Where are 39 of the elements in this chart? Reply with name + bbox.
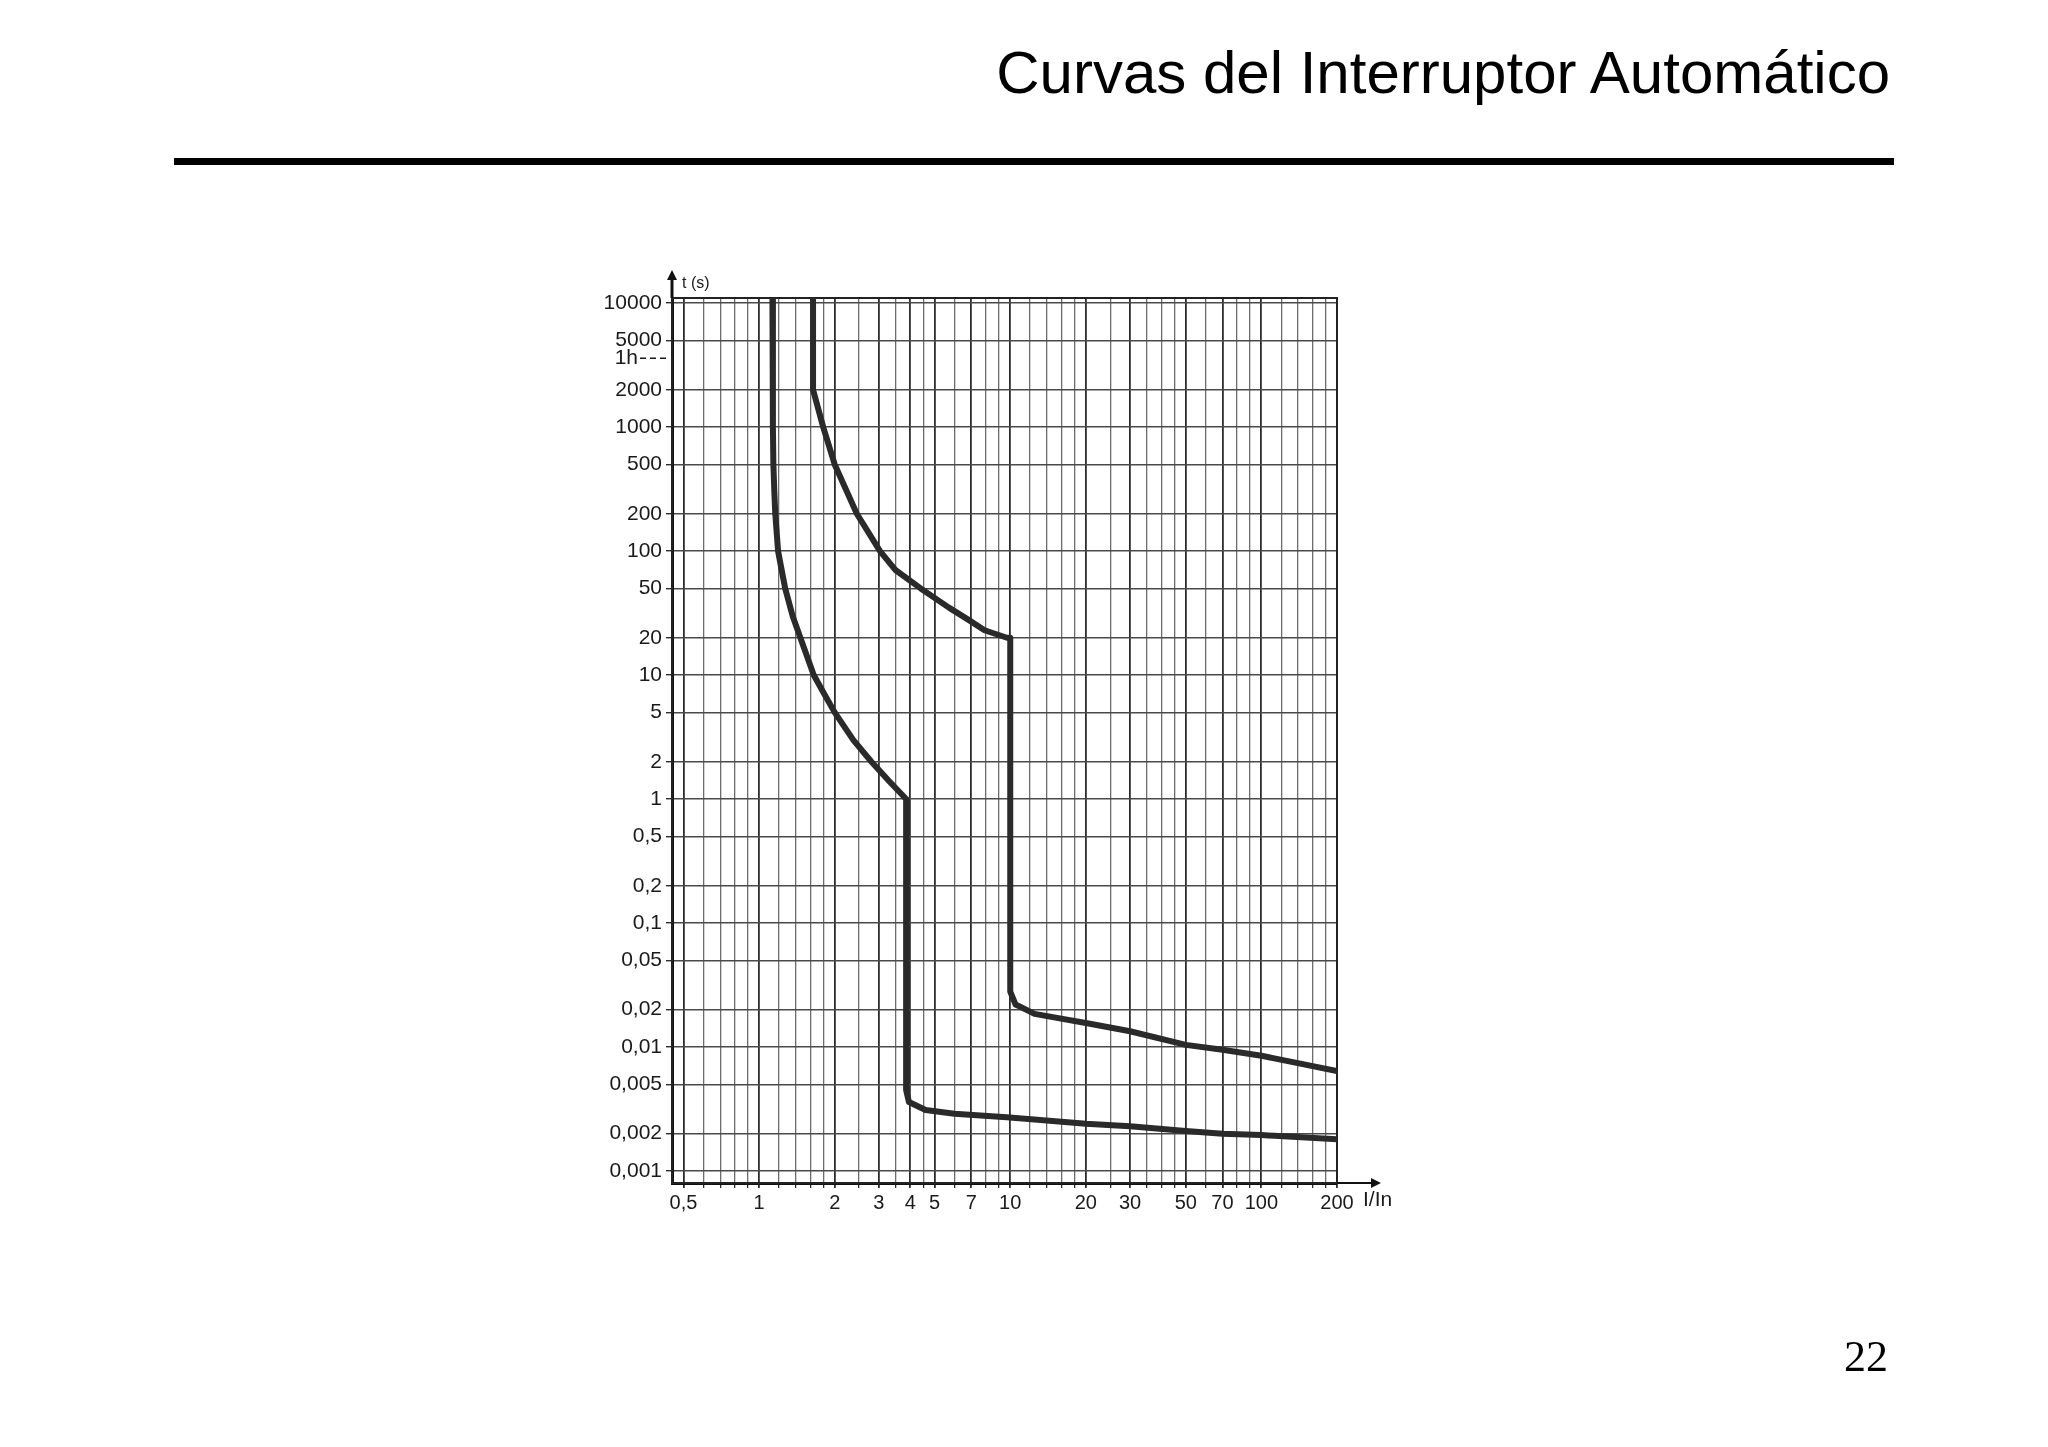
x-tick-label: 20 [1074,1190,1097,1213]
y-tick-label: 0,005 [609,1071,662,1095]
y-tick-label: 50 [638,575,662,599]
x-tick-label: 50 [1174,1190,1197,1213]
x-tick-label: 10 [999,1190,1022,1213]
x-tick-label: 70 [1211,1190,1234,1213]
y-tick-label: 2 [650,748,662,772]
x-tick-label: 7 [965,1190,977,1213]
y-tick-label: 0,001 [609,1157,662,1181]
x-tick-label: 5 [929,1190,941,1213]
y-tick-label: 10000 [603,289,662,313]
y-tick-label: 1000 [615,413,662,437]
x-axis-title: I/In [1363,1186,1393,1210]
y-tick-label: 500 [626,451,662,475]
x-tick-label: 1 [753,1190,765,1213]
y-tick-label: 10 [638,661,662,685]
y-tick-label: 20 [638,624,662,648]
chart-title: Curvas del Interruptor Automático [996,38,1890,108]
x-tick-label: 0,5 [669,1190,698,1213]
x-tick-label: 4 [904,1190,916,1213]
y-tick-label: 0,05 [621,947,662,971]
y-tick-label: 1 [650,785,662,809]
y-tick-label: 0,2 [632,872,662,896]
y-tick-label: 0,1 [632,909,662,933]
x-tick-label: 3 [873,1190,885,1213]
y-tick-label: 0,02 [621,996,662,1020]
x-tick-label: 200 [1320,1190,1354,1213]
y-axis-title: t (s) [682,274,710,291]
y-tick-label: 2000 [615,376,662,400]
y-tick-label: 5 [650,699,662,723]
text: 22 [1844,1332,1888,1382]
y-tick-label: 200 [626,500,662,524]
y-tick-label: 0,01 [621,1033,662,1057]
y-tick-label: 100 [626,537,662,561]
x-tick-label: 100 [1244,1190,1279,1213]
x-tick-label: 30 [1118,1190,1142,1213]
y-tick-label: 0,002 [609,1120,662,1144]
y-tick-label: 0,5 [632,823,662,847]
x-tick-label: 2 [829,1190,841,1213]
